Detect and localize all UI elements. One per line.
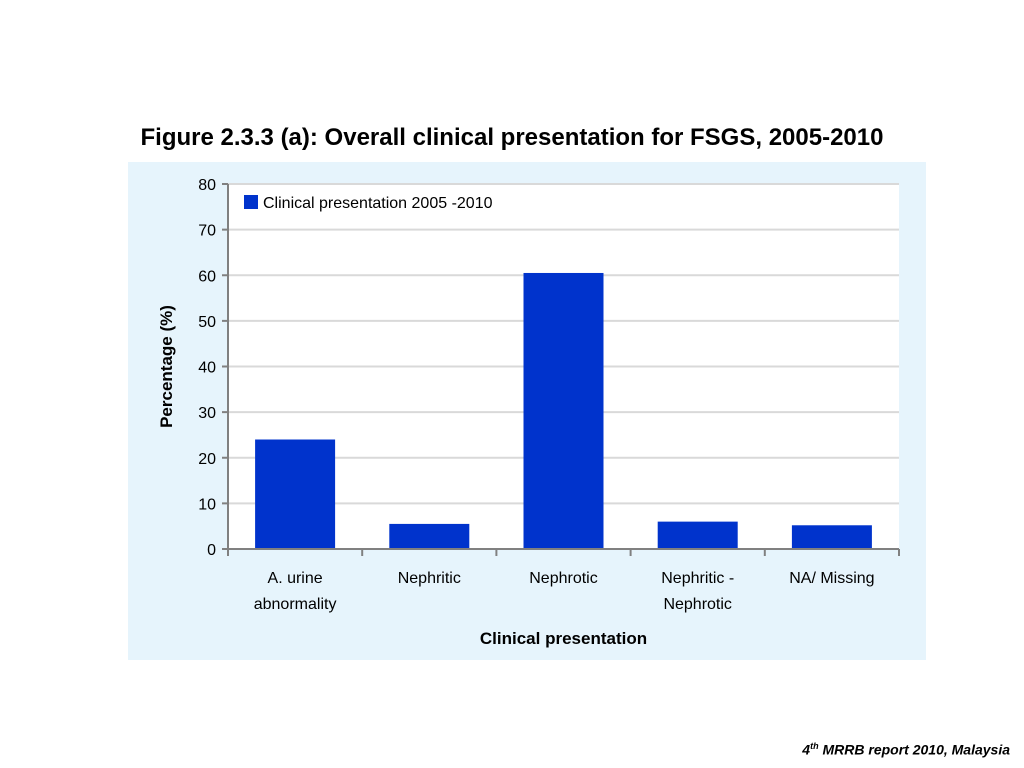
legend-swatch [244,195,258,209]
figure-title: Figure 2.3.3 (a): Overall clinical prese… [140,124,884,151]
y-tick-label: 50 [198,314,216,331]
x-tick-label: Nephrotic [663,596,731,613]
y-tick-label: 60 [198,268,216,285]
bar [255,439,336,549]
bar [523,272,604,549]
source-text: MRRB report 2010, Malaysia [818,742,1010,758]
x-tick-label: NA/ Missing [789,570,874,587]
x-tick-label: A. urine [268,570,323,587]
bar-chart: 0 10 20 30 40 50 60 70 80 A. urine abnormality Neph… [157,177,900,648]
chart-panel: 0 10 20 30 40 50 60 70 80 A. urine abnormality Neph… [128,162,926,660]
y-tick-label: 70 [198,223,216,240]
y-tick-label: 20 [198,451,216,468]
y-tick-label: 80 [198,177,216,194]
x-tick-label: Nephritic - [661,570,734,587]
y-tick-label: 0 [207,542,216,559]
legend-label: Clinical presentation 2005 -2010 [263,195,493,212]
y-axis-title: Percentage (%) [157,305,176,428]
source-ordinal-suffix: th [810,741,819,752]
source-note: 4th MRRB report 2010, Malaysia [802,741,1010,758]
x-axis-title: Clinical presentation [480,629,647,648]
y-tick-label: 10 [198,496,216,513]
x-tick-label: abnormality [254,596,337,613]
y-tick-label: 40 [198,360,216,377]
source-ordinal-number: 4 [802,742,811,758]
bar [389,523,470,549]
x-tick-label: Nephritic [398,570,461,587]
x-tick-label: Nephrotic [529,570,597,587]
y-tick-label: 30 [198,405,216,422]
bar [657,521,738,549]
bar [791,525,872,549]
